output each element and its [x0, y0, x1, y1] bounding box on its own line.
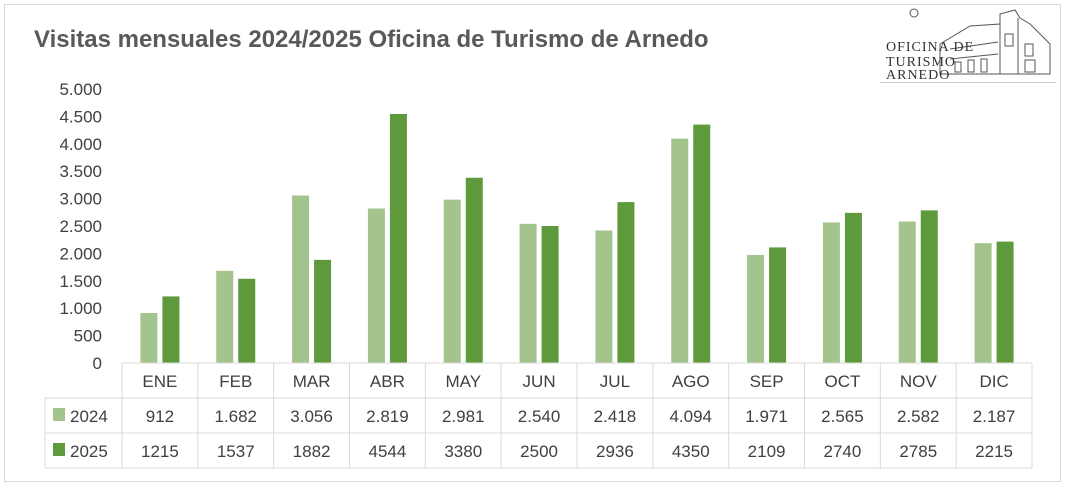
legend-label: 2024	[70, 407, 108, 426]
bar-2025-MAR	[314, 259, 332, 363]
x-tick-label: DIC	[979, 372, 1008, 391]
logo-line: OFICINA DE	[886, 40, 975, 55]
bar-2024-ABR	[367, 208, 385, 363]
y-tick-label: 4.500	[59, 107, 102, 126]
bar-2024-FEB	[216, 270, 234, 363]
bar-2025-SEP	[769, 247, 787, 363]
bar-2025-NOV	[920, 210, 938, 363]
legend-label: 2025	[70, 442, 108, 461]
y-tick-label: 1.500	[59, 272, 102, 291]
data-label-2024: 3.056	[290, 407, 333, 426]
data-label-2025: 2785	[899, 442, 937, 461]
bar-2025-JUN	[541, 226, 559, 363]
data-label-2024: 2.540	[518, 407, 561, 426]
data-label-2024: 1.682	[214, 407, 257, 426]
legend-swatch-2025	[53, 443, 65, 456]
data-label-2025: 2109	[748, 442, 786, 461]
bar-2024-AGO	[671, 138, 689, 363]
bar-2024-OCT	[822, 222, 840, 363]
bar-2024-ENE	[140, 313, 158, 363]
data-label-2025: 4350	[672, 442, 710, 461]
bar-2025-MAY	[465, 177, 483, 363]
bar-2025-ABR	[389, 113, 407, 363]
chart-frame	[4, 4, 1061, 482]
bar-2025-OCT	[844, 212, 862, 363]
bar-2025-AGO	[693, 124, 711, 364]
data-label-2025: 2500	[520, 442, 558, 461]
y-tick-label: 3.500	[59, 162, 102, 181]
x-tick-label: MAR	[293, 372, 331, 391]
bar-2025-ENE	[162, 296, 180, 363]
y-tick-label: 500	[74, 327, 102, 346]
y-tick-label: 4.000	[59, 135, 102, 154]
bar-2025-FEB	[238, 278, 256, 363]
data-label-2024: 912	[146, 407, 174, 426]
y-tick-label: 5.000	[59, 80, 102, 99]
data-label-2024: 2.565	[821, 407, 864, 426]
data-label-2024: 2.819	[366, 407, 409, 426]
data-label-2024: 2.582	[897, 407, 940, 426]
data-label-2025: 4544	[369, 442, 407, 461]
data-label-2025: 2215	[975, 442, 1013, 461]
bar-2024-JUN	[519, 223, 537, 363]
data-label-2024: 2.187	[973, 407, 1016, 426]
x-tick-label: ENE	[142, 372, 177, 391]
x-tick-label: ABR	[370, 372, 405, 391]
x-tick-label: JUN	[523, 372, 556, 391]
data-label-2025: 2936	[596, 442, 634, 461]
data-label-2024: 4.094	[669, 407, 712, 426]
x-tick-label: NOV	[900, 372, 938, 391]
data-label-2024: 2.418	[594, 407, 637, 426]
y-tick-label: 2.000	[59, 244, 102, 263]
x-tick-label: FEB	[219, 372, 252, 391]
legend-swatch-2024	[53, 408, 65, 421]
logo-oficina-turismo-arnedo: OFICINA DE TURISMO ARNEDO	[880, 4, 1056, 83]
data-label-2025: 2740	[824, 442, 862, 461]
y-tick-label: 0	[93, 354, 102, 373]
bar-2025-DIC	[996, 241, 1014, 363]
y-tick-label: 1.000	[59, 299, 102, 318]
bar-2024-MAY	[443, 199, 461, 363]
x-tick-label: SEP	[750, 372, 784, 391]
chart-title: Visitas mensuales 2024/2025 Oficina de T…	[34, 26, 709, 53]
data-label-2025: 1215	[141, 442, 179, 461]
y-tick-label: 3.000	[59, 190, 102, 209]
data-label-2024: 1.971	[745, 407, 788, 426]
bar-2024-DIC	[974, 243, 992, 363]
bar-2024-NOV	[898, 221, 916, 363]
data-label-2025: 3380	[444, 442, 482, 461]
bar-2024-JUL	[595, 230, 613, 363]
x-tick-label: MAY	[445, 372, 481, 391]
x-tick-label: OCT	[824, 372, 860, 391]
bar-2025-JUL	[617, 202, 635, 363]
x-tick-label: JUL	[600, 372, 630, 391]
x-tick-label: AGO	[672, 372, 710, 391]
data-label-2024: 2.981	[442, 407, 485, 426]
logo-line: ARNEDO	[886, 68, 951, 83]
bar-2024-MAR	[292, 195, 310, 363]
data-label-2025: 1537	[217, 442, 255, 461]
building-sketch-icon	[909, 8, 1051, 75]
logo-line: TURISMO	[886, 55, 957, 70]
data-label-2025: 1882	[293, 442, 331, 461]
bar-2024-SEP	[747, 254, 765, 363]
y-tick-label: 2.500	[59, 217, 102, 236]
